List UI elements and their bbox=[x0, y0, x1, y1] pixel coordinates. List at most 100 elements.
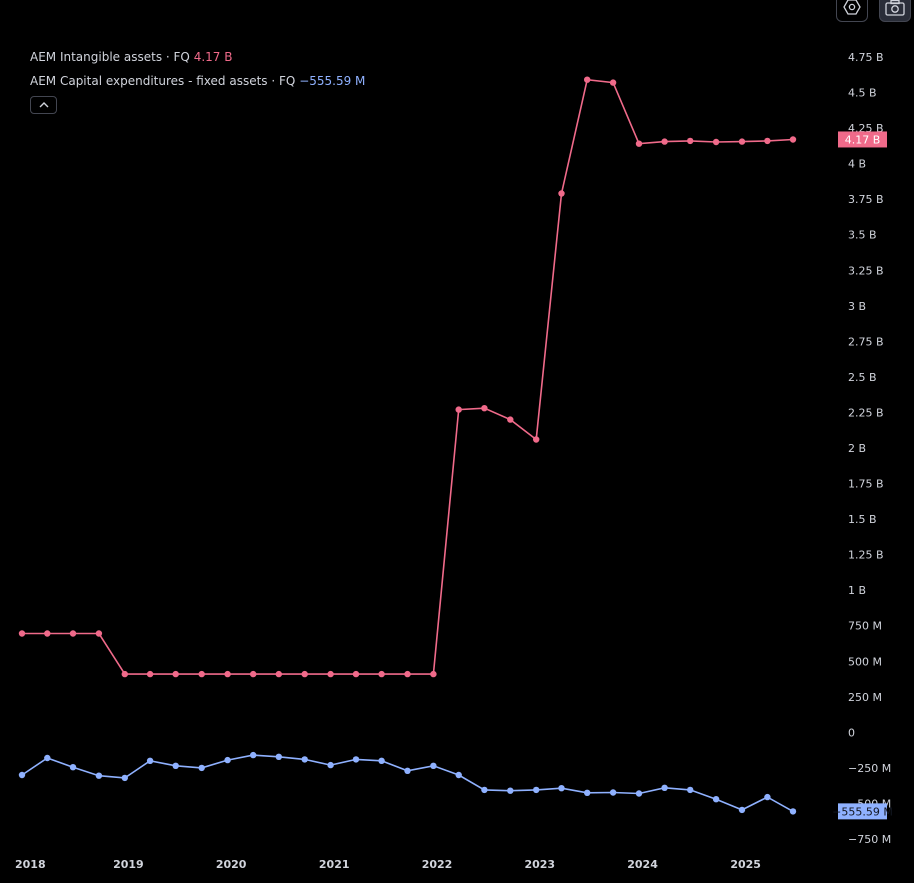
screenshot-button[interactable] bbox=[879, 0, 911, 22]
data-point[interactable] bbox=[430, 670, 437, 678]
data-point[interactable] bbox=[327, 761, 334, 769]
data-point[interactable] bbox=[661, 138, 668, 145]
data-point[interactable] bbox=[687, 786, 694, 794]
data-point[interactable] bbox=[352, 756, 360, 763]
data-point[interactable] bbox=[44, 754, 51, 762]
last-value-badge-text: −555.59 M bbox=[832, 805, 893, 818]
data-point[interactable] bbox=[44, 630, 51, 637]
data-point[interactable] bbox=[764, 137, 771, 145]
last-value-badge bbox=[838, 803, 887, 820]
data-point[interactable] bbox=[250, 670, 257, 678]
y-axis-labels: 4.75 B4.5 B4.25 B4 B3.75 B3.5 B3.25 B3 B… bbox=[848, 51, 891, 846]
y-tick-label: 500 M bbox=[848, 655, 882, 668]
data-point[interactable] bbox=[18, 771, 26, 779]
data-point[interactable] bbox=[146, 670, 154, 678]
series-line-1 bbox=[22, 78, 794, 675]
settings-button[interactable] bbox=[836, 0, 868, 22]
data-point[interactable] bbox=[95, 630, 103, 637]
data-point[interactable] bbox=[198, 670, 205, 678]
y-tick-label: 250 M bbox=[848, 691, 882, 704]
data-point[interactable] bbox=[327, 670, 334, 678]
legend-row-intangible-assets[interactable]: AEM Intangible assets · FQ 4.17 B bbox=[30, 48, 365, 72]
data-point[interactable] bbox=[198, 764, 205, 772]
data-point[interactable] bbox=[635, 140, 643, 147]
data-point[interactable] bbox=[687, 137, 694, 145]
data-point[interactable] bbox=[146, 757, 154, 764]
y-tick-label: 4.5 B bbox=[848, 87, 877, 100]
data-point[interactable] bbox=[378, 670, 385, 678]
y-tick-label: 3 B bbox=[848, 300, 866, 313]
data-point[interactable] bbox=[712, 138, 720, 146]
data-point[interactable] bbox=[404, 767, 411, 774]
data-point[interactable] bbox=[404, 670, 411, 678]
y-tick-label: 2.5 B bbox=[848, 371, 877, 384]
y-tick-label: 3.5 B bbox=[848, 229, 877, 242]
legend-series2-label: AEM Capital expenditures - fixed assets … bbox=[30, 74, 296, 88]
data-point[interactable] bbox=[635, 790, 643, 797]
y-tick-label: 1.25 B bbox=[848, 549, 884, 562]
series-layer bbox=[18, 76, 797, 815]
x-tick-label: 2022 bbox=[422, 858, 453, 871]
data-point[interactable] bbox=[275, 753, 282, 760]
data-point[interactable] bbox=[764, 793, 771, 801]
data-point[interactable] bbox=[533, 436, 540, 443]
x-tick-label: 2020 bbox=[216, 858, 247, 871]
data-point[interactable] bbox=[558, 190, 565, 197]
data-point[interactable] bbox=[584, 789, 591, 796]
camera-icon bbox=[885, 0, 905, 16]
data-point[interactable] bbox=[609, 789, 617, 796]
y-tick-label: 1.75 B bbox=[848, 478, 884, 491]
legend-series2-value: −555.59 M bbox=[299, 74, 366, 88]
y-tick-label: 0 bbox=[848, 726, 855, 739]
data-point[interactable] bbox=[172, 670, 179, 678]
x-tick-label: 2024 bbox=[627, 858, 658, 871]
y-tick-label: 1.5 B bbox=[848, 513, 877, 526]
data-point[interactable] bbox=[18, 630, 26, 637]
data-point[interactable] bbox=[69, 630, 77, 637]
data-point[interactable] bbox=[481, 405, 488, 412]
legend-row-capex[interactable]: AEM Capital expenditures - fixed assets … bbox=[30, 72, 365, 96]
data-point[interactable] bbox=[609, 79, 617, 86]
data-point[interactable] bbox=[121, 774, 128, 782]
y-tick-label: 1 B bbox=[848, 584, 866, 597]
data-point[interactable] bbox=[301, 756, 308, 763]
data-point[interactable] bbox=[712, 796, 720, 803]
data-point[interactable] bbox=[558, 785, 565, 792]
y-tick-label: 2 B bbox=[848, 442, 866, 455]
x-tick-label: 2023 bbox=[524, 858, 555, 871]
y-tick-label: 2.25 B bbox=[848, 406, 884, 419]
data-point[interactable] bbox=[250, 751, 257, 759]
data-point[interactable] bbox=[224, 670, 231, 678]
data-point[interactable] bbox=[69, 764, 77, 771]
data-point[interactable] bbox=[378, 757, 385, 764]
series-line-2 bbox=[21, 754, 794, 813]
data-point[interactable] bbox=[481, 786, 488, 794]
last-value-badges: 4.17 B −555.59 M bbox=[832, 131, 893, 820]
data-point[interactable] bbox=[507, 787, 514, 794]
data-point[interactable] bbox=[224, 756, 231, 764]
data-point[interactable] bbox=[172, 762, 179, 769]
data-point[interactable] bbox=[301, 670, 308, 678]
data-point[interactable] bbox=[789, 136, 797, 143]
data-point[interactable] bbox=[507, 416, 514, 423]
data-point[interactable] bbox=[430, 762, 437, 769]
data-point[interactable] bbox=[789, 808, 797, 815]
data-point[interactable] bbox=[455, 771, 462, 779]
data-point[interactable] bbox=[738, 138, 746, 145]
legend-series1-value: 4.17 B bbox=[193, 50, 233, 64]
data-point[interactable] bbox=[275, 670, 282, 678]
data-point[interactable] bbox=[352, 670, 360, 678]
legend-series1-label: AEM Intangible assets · FQ bbox=[30, 50, 190, 64]
data-point[interactable] bbox=[121, 670, 128, 678]
data-point[interactable] bbox=[95, 772, 103, 779]
data-point[interactable] bbox=[584, 76, 591, 83]
last-value-badge bbox=[838, 131, 887, 148]
data-point[interactable] bbox=[661, 784, 668, 791]
legend-collapse-button[interactable] bbox=[30, 96, 57, 114]
y-tick-label: 3.75 B bbox=[848, 193, 884, 206]
data-point[interactable] bbox=[455, 406, 462, 413]
data-point[interactable] bbox=[738, 806, 746, 814]
hexagon-settings-icon bbox=[843, 0, 861, 15]
data-point[interactable] bbox=[533, 786, 540, 794]
